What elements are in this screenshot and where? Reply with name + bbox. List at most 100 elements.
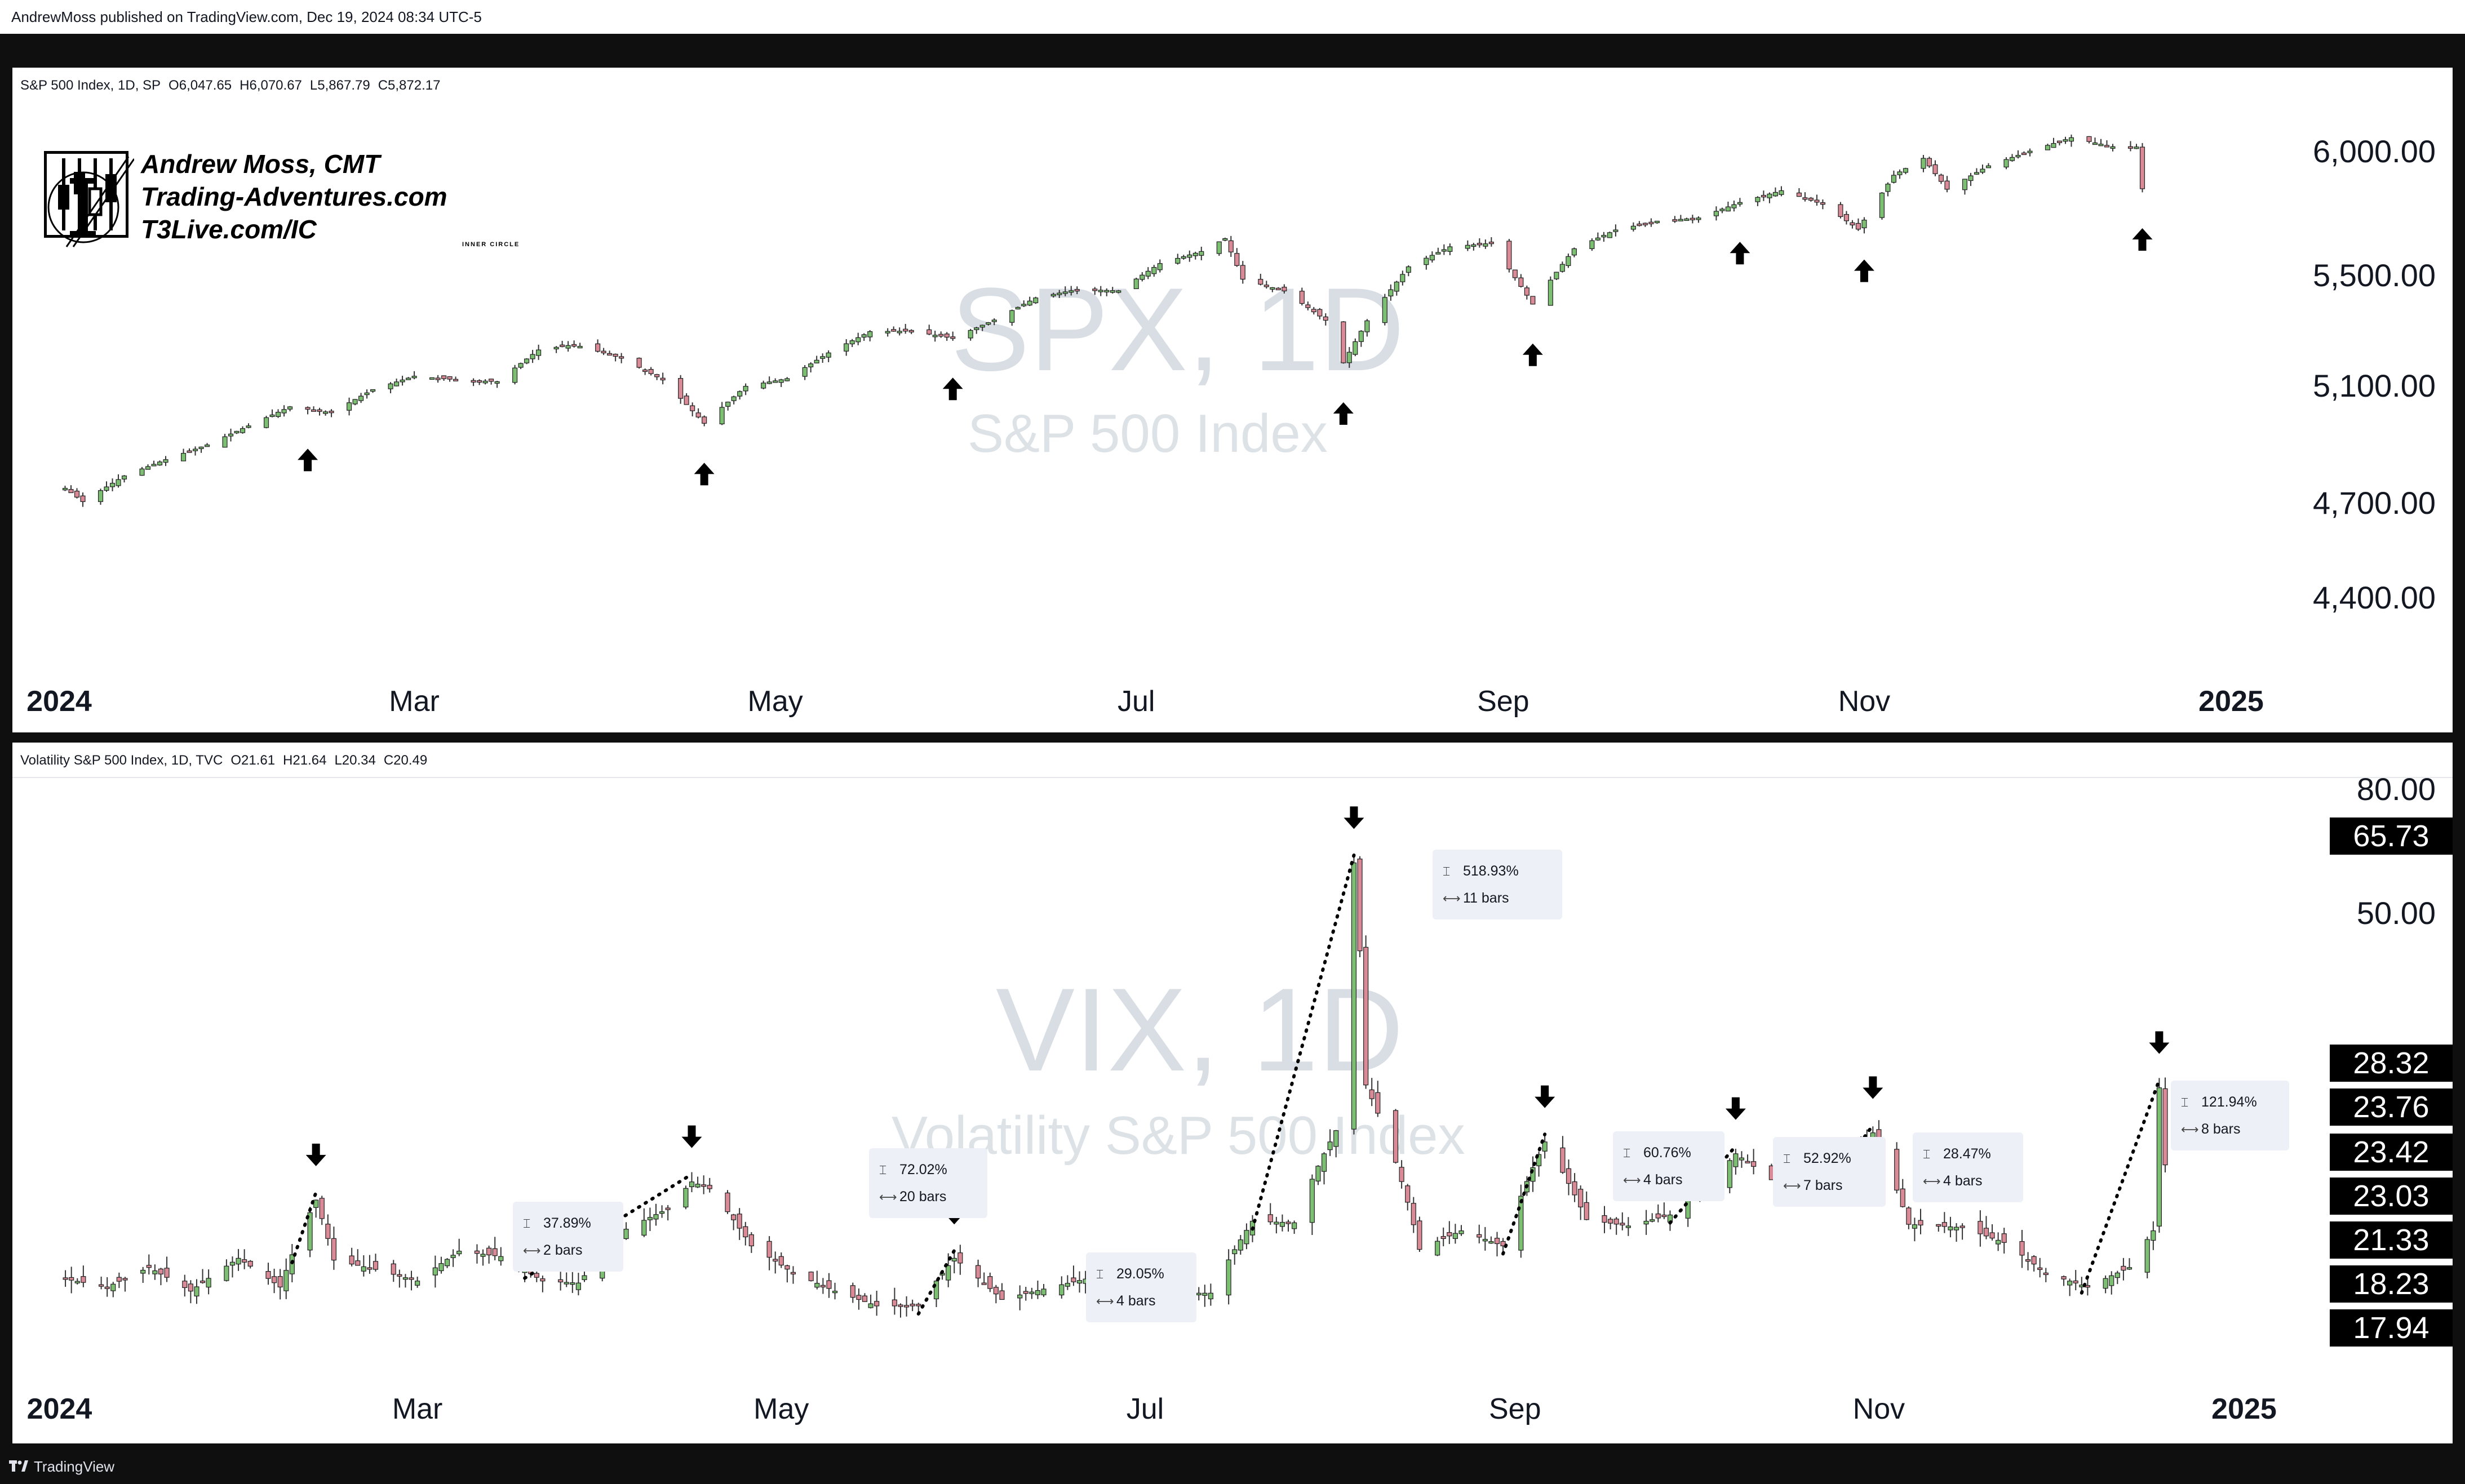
candle-body [331,1238,337,1261]
measure-box[interactable]: ⌶ 28.47% ⟷ 4 bars [1913,1132,2023,1202]
candle-body [1482,1239,1488,1242]
candle-body [2151,1230,2156,1241]
candle-body [613,353,618,357]
candle-body [1974,172,1980,175]
candle-body [1494,1238,1500,1245]
candle-body [849,340,855,345]
candle-body [1601,235,1607,238]
vix-chart-panel[interactable]: VIX, 1D Volatility S&P 500 Index 2024 Mar… [12,743,2453,1443]
candle-body [1900,1188,1905,1207]
candle-body [276,412,281,417]
candle-body [1244,1230,1249,1245]
candle-body [2110,146,2116,149]
up-arrow-icon [1730,242,1750,265]
candle-body [695,1184,701,1188]
candle-body [719,407,725,425]
candle-body [224,1265,229,1281]
candle-body [182,1281,188,1288]
candle-body [790,1272,796,1274]
measure-box[interactable]: ⌶ 52.92% ⟷ 7 bars [1773,1137,1886,1207]
candle-body [180,452,187,461]
candle-body [1755,197,1761,202]
candle-body [855,337,861,343]
candle-body [1944,180,1950,190]
candle-body [206,1278,211,1288]
candle-body [74,1281,80,1283]
candle-body [908,330,914,333]
candle-body [2156,1087,2162,1227]
candle-body [1327,1141,1333,1150]
candle-body [1447,1232,1452,1237]
candle-body [623,1229,629,1239]
tradingview-logo-icon [9,1460,28,1472]
candle-body [1074,288,1080,292]
measure-box[interactable]: ⌶ 29.05% ⟷ 4 bars [1086,1252,1196,1322]
candle-body [1411,1203,1416,1225]
candle-body [283,1270,289,1291]
spx-chart-panel[interactable]: SPX, 1D S&P 500 Index 2024 Mar May Jul Sep No… [12,68,2453,732]
candle-body [892,1299,897,1307]
measure-box[interactable]: ⌶ 60.76% ⟷ 4 bars [1613,1131,1724,1201]
candle-body [659,1211,665,1214]
candle-body [957,1252,963,1264]
measure-box[interactable]: ⌶ 37.89% ⟷ 2 bars [513,1202,623,1272]
candle-body [707,1185,712,1189]
candle-body [993,1287,999,1295]
candle-body [68,489,74,494]
candle-body [1050,294,1056,296]
candle-body [1222,238,1228,241]
candle-body [926,329,932,335]
candle-body [1589,240,1595,250]
candle-body [352,399,358,405]
candle-body [540,1278,546,1282]
price-axis-label: 50.00 [2357,895,2436,931]
horizontal-range-icon: ⟷ [1783,1179,1801,1193]
candle-body [1932,164,1938,174]
candle-body [1536,1154,1542,1166]
price-axis-label: 5,100.00 [2313,368,2436,403]
vix-plot[interactable]: 2024 Mar May Jul Sep Nov 2025 80.00 50.00 [12,743,2453,1443]
candle-body [1065,1283,1070,1287]
measure-line [290,1190,318,1265]
measure-box[interactable]: ⌶ 518.93% ⟷ 11 bars [1433,850,1562,919]
vix-low: L20.34 [334,753,376,768]
candle-body [1512,269,1518,278]
candle-body [438,1263,444,1272]
candle-body [1625,1225,1631,1228]
time-axis-label: May [748,685,803,718]
candle-body [743,386,748,392]
candle-body [192,448,198,451]
spx-plot[interactable]: 2024 Mar May Jul Sep Nov 2025 6,000.00 5,500.00 5… [12,68,2453,732]
candle-body [1926,158,1932,167]
candle-body [2027,150,2033,153]
candle-body [784,378,790,381]
candle-body [731,396,737,401]
candle-body [636,358,642,368]
candle-body [1279,1221,1285,1227]
candle-body [1299,291,1305,304]
measure-pct: 29.05% [1116,1266,1164,1282]
candle-body [116,1277,122,1282]
candle-body [1751,1161,1757,1167]
candle-body [1435,252,1441,255]
candle-body [498,1256,504,1261]
candle-body [826,1280,832,1289]
candle-body [1642,223,1648,225]
candle-body [903,328,908,332]
candle-body [415,1281,420,1286]
candle-body [370,389,376,392]
measure-box[interactable]: ⌶ 72.02% ⟷ 20 bars [869,1148,987,1218]
candle-body [1654,220,1660,224]
candle-body [1400,274,1406,282]
candle-body [987,1276,993,1289]
candle-body [950,336,956,339]
candle-body [444,1259,450,1267]
candle-body [1029,1291,1035,1294]
measure-pct: 121.94% [2201,1094,2257,1110]
time-axis-label: Sep [1489,1393,1541,1425]
candle-body [1311,309,1316,313]
candle-body [701,1184,707,1187]
candle-body [778,1256,784,1266]
measure-box[interactable]: ⌶ 121.94% ⟷ 8 bars [2171,1081,2289,1150]
measure-pct: 52.92% [1803,1150,1851,1166]
